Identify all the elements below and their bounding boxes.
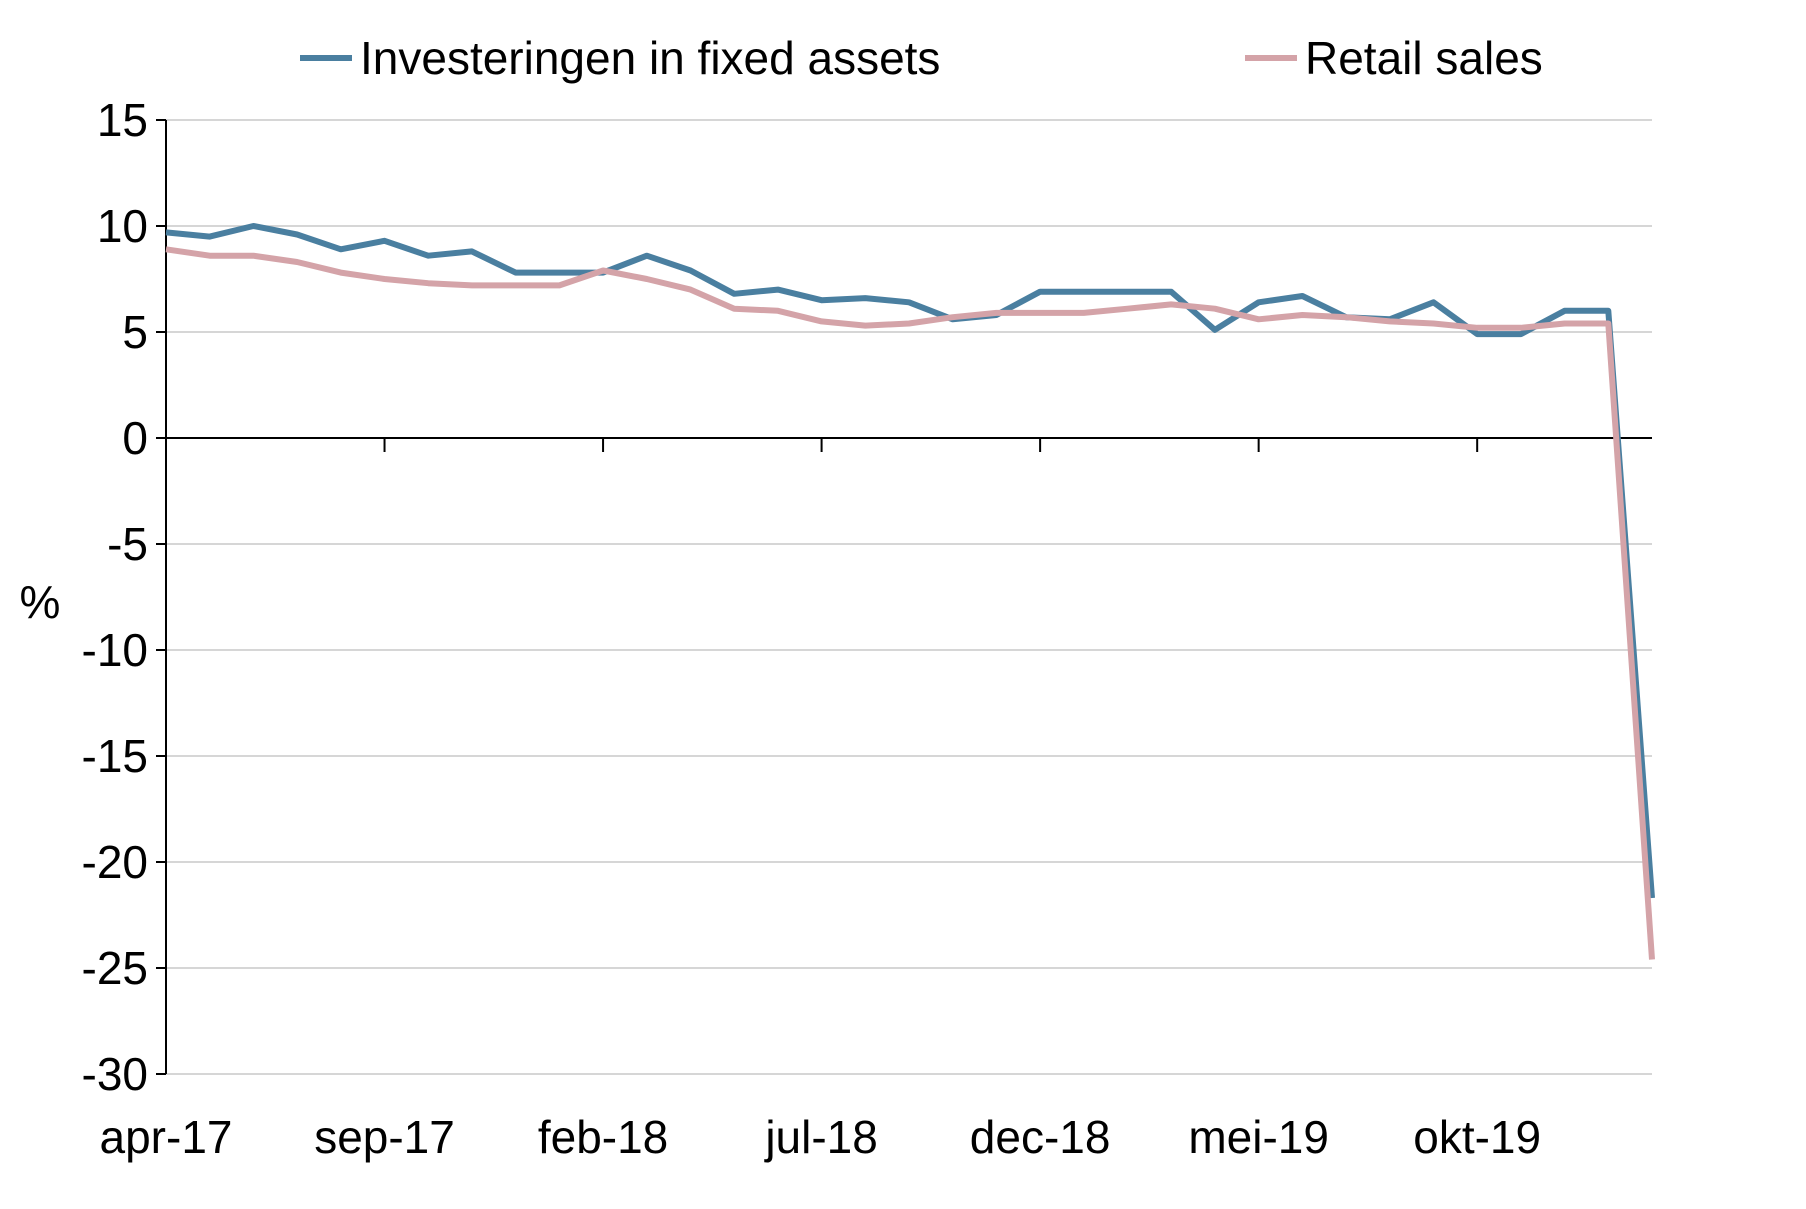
legend: Investeringen in fixed assets Retail sale…	[300, 32, 1543, 84]
series-line-2	[165, 246, 1655, 960]
legend-label: Investeringen in fixed assets	[360, 32, 940, 84]
y-tick-label: 10	[97, 200, 148, 252]
series-line-1	[165, 223, 1655, 899]
x-tick-label: mei-19	[1188, 1111, 1329, 1163]
legend-label: Retail sales	[1305, 32, 1543, 84]
series-lines	[165, 223, 1655, 960]
axes	[156, 119, 1652, 1075]
y-tick-label: -30	[82, 1048, 148, 1100]
x-tick-label: apr-17	[100, 1111, 233, 1163]
y-tick-label: 15	[97, 94, 148, 146]
x-tick-labels: apr-17 sep-17 feb-18 jul-18 dec-18 mei-19 okt-…	[100, 1111, 1542, 1163]
y-tick-label: -10	[82, 624, 148, 676]
y-tick-label: -5	[107, 518, 148, 570]
x-tick-label: sep-17	[314, 1111, 455, 1163]
gridlines	[166, 119, 1652, 1075]
y-tick-label: -25	[82, 942, 148, 994]
y-tick-label: 5	[122, 306, 148, 358]
x-tick-label: feb-18	[538, 1111, 668, 1163]
y-tick-labels: 15 10 5 0 -5 -10 -15 -20 -25 -30	[82, 94, 148, 1100]
x-tick-label: dec-18	[970, 1111, 1111, 1163]
y-tick-label: -15	[82, 730, 148, 782]
y-tick-label: -20	[82, 836, 148, 888]
y-axis-label: %	[20, 576, 61, 628]
y-tick-label: 0	[122, 412, 148, 464]
x-tick-label: okt-19	[1413, 1111, 1541, 1163]
x-tick-label: jul-18	[763, 1111, 878, 1163]
